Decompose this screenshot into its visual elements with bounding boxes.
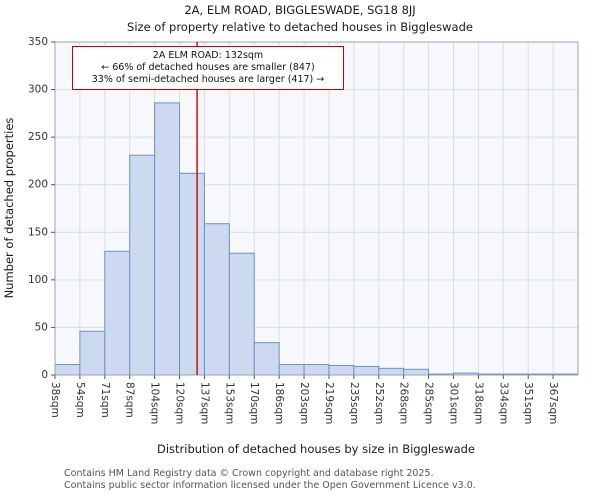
annotation-line-2: ← 66% of detached houses are smaller (84… [101, 62, 315, 73]
svg-text:87sqm: 87sqm [124, 382, 136, 418]
footer-line-2: Contains public sector information licen… [64, 479, 476, 491]
chart-title: 2A, ELM ROAD, BIGGLESWADE, SG18 8JJ [184, 3, 416, 17]
svg-text:285sqm: 285sqm [423, 382, 435, 424]
svg-text:54sqm: 54sqm [74, 382, 86, 418]
marker-annotation: 2A ELM ROAD: 132sqm ← 66% of detached ho… [72, 46, 344, 90]
svg-text:153sqm: 153sqm [223, 382, 235, 424]
svg-text:137sqm: 137sqm [198, 382, 210, 424]
annotation-line-1: 2A ELM ROAD: 132sqm [152, 50, 264, 61]
y-axis-label: Number of detached properties [2, 118, 16, 299]
svg-text:301sqm: 301sqm [447, 382, 459, 424]
svg-text:100: 100 [28, 274, 48, 286]
svg-text:0: 0 [41, 369, 48, 381]
svg-text:367sqm: 367sqm [547, 382, 559, 424]
svg-text:252sqm: 252sqm [373, 382, 385, 424]
svg-text:219sqm: 219sqm [323, 382, 335, 424]
svg-text:186sqm: 186sqm [273, 382, 285, 424]
svg-text:268sqm: 268sqm [398, 382, 410, 424]
svg-text:250: 250 [28, 131, 48, 143]
annotation-line-3: 33% of semi-detached houses are larger (… [91, 74, 325, 85]
svg-text:200: 200 [28, 179, 48, 191]
svg-text:150: 150 [28, 226, 48, 238]
chart-subtitle: Size of property relative to detached ho… [127, 20, 473, 34]
svg-text:334sqm: 334sqm [497, 382, 509, 424]
svg-text:318sqm: 318sqm [472, 382, 484, 424]
svg-text:38sqm: 38sqm [49, 382, 61, 418]
svg-text:300: 300 [28, 84, 48, 96]
svg-text:235sqm: 235sqm [348, 382, 360, 424]
x-axis-label: Distribution of detached houses by size … [157, 442, 475, 456]
svg-text:50: 50 [35, 321, 48, 333]
attribution-footer: Contains HM Land Registry data © Crown c… [64, 468, 476, 491]
svg-text:120sqm: 120sqm [174, 382, 186, 424]
svg-text:170sqm: 170sqm [248, 382, 260, 424]
svg-text:350: 350 [28, 36, 48, 48]
svg-text:104sqm: 104sqm [149, 382, 161, 424]
footer-line-1: Contains HM Land Registry data © Crown c… [64, 468, 434, 479]
svg-text:71sqm: 71sqm [99, 382, 111, 418]
svg-text:203sqm: 203sqm [298, 382, 310, 424]
svg-text:351sqm: 351sqm [522, 382, 534, 424]
